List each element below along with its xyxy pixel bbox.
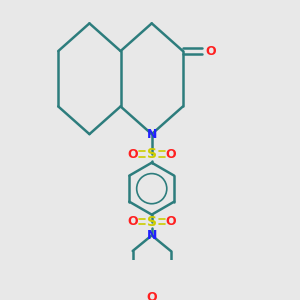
- Text: O: O: [166, 148, 176, 160]
- Text: S: S: [147, 147, 157, 161]
- Text: O: O: [166, 215, 176, 228]
- Text: O: O: [146, 291, 157, 300]
- Text: N: N: [146, 229, 157, 242]
- Text: N: N: [146, 128, 157, 141]
- Text: S: S: [147, 214, 157, 229]
- Text: O: O: [205, 45, 216, 58]
- Text: O: O: [128, 148, 138, 160]
- Text: O: O: [128, 215, 138, 228]
